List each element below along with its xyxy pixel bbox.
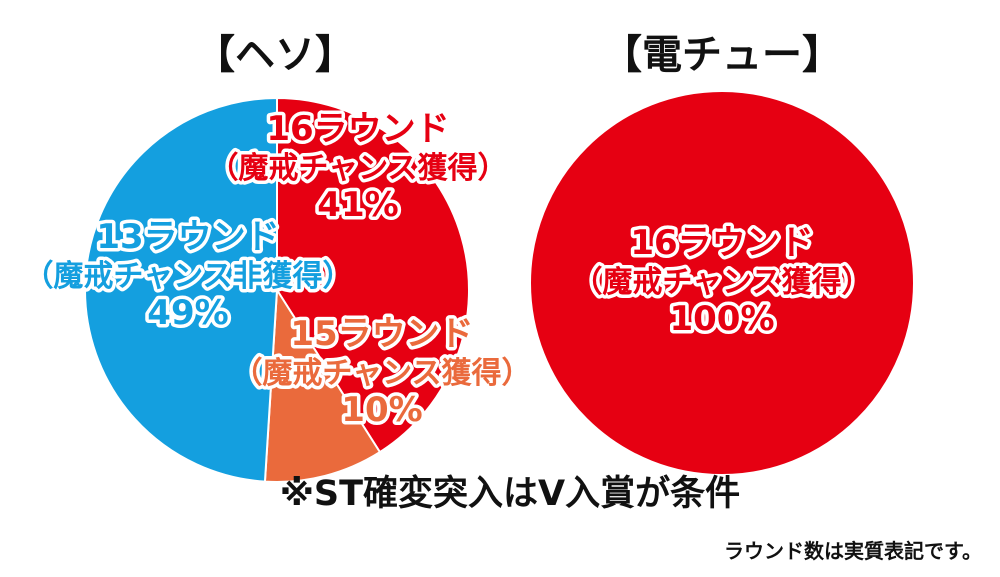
heso-pie-slice-1 (263, 286, 382, 483)
heso-pie-slices (84, 96, 470, 483)
heso-slice-label-15r: 15ラウンド （魔戒チャンス獲得） 10% (229, 311, 535, 434)
denchu-pie-slices (529, 90, 915, 476)
heso-15r-percent-label: 10% (341, 390, 422, 430)
heso-13r-percent-label: 49% (147, 293, 228, 333)
heso-pie-slice-2 (84, 96, 278, 483)
heso-13r-chance-label: （魔戒チャンス非獲得） (23, 259, 352, 294)
denchu-16r-chance-label: （魔戒チャンス獲得） (572, 265, 871, 300)
heso-15r-chance-label: （魔戒チャンス獲得） (232, 356, 531, 391)
denchu-chart-title: 【電チュー】 (602, 32, 842, 78)
round-count-disclaimer: ラウンド数は実質表記です。 (724, 539, 982, 563)
heso-chart-title: 【ヘソ】 (195, 32, 355, 78)
heso-16r-round-label: 16ラウンド (266, 109, 449, 149)
heso-16r-chance-label: （魔戒チャンス獲得） (208, 151, 507, 186)
heso-pie-labels: 16ラウンド （魔戒チャンス獲得） 41% 15ラウンド （魔戒チャンス獲得） … (20, 106, 535, 434)
v-entry-condition-note: ※ST確変突入はV入賞が条件 (280, 473, 740, 514)
denchu-slice-label-16r: 16ラウンド （魔戒チャンス獲得） 100% (569, 220, 875, 343)
heso-13r-round-label: 13ラウンド (96, 217, 279, 257)
heso-15r-round-label: 15ラウンド (290, 314, 473, 354)
denchu-16r-round-label: 16ラウンド (630, 223, 813, 263)
denchu-16r-percent-label: 100% (669, 299, 774, 339)
denchu-pie-slice-0 (529, 90, 915, 476)
heso-slice-label-13r: 13ラウンド （魔戒チャンス非獲得） 49% (20, 214, 356, 337)
denchu-pie-chart: 【電チュー】 16ラウンド （魔戒チャンス獲得） 100% (529, 32, 915, 476)
heso-slice-label-16r: 16ラウンド （魔戒チャンス獲得） 41% (205, 106, 511, 229)
heso-pie-chart: 【ヘソ】 16ラウンド （魔戒チャンス獲得） 41% 15ラウンド （魔戒チャン… (20, 32, 535, 483)
heso-16r-percent-label: 41% (317, 185, 398, 225)
heso-pie-slice-0 (276, 96, 470, 454)
